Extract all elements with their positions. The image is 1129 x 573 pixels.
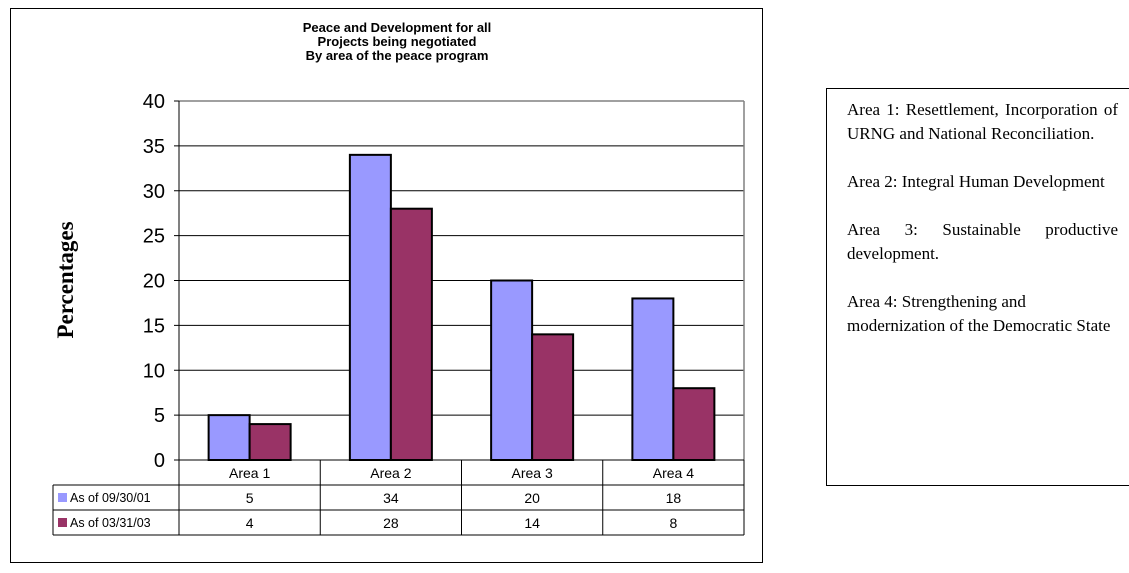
data-label-series1-area-2: 34: [383, 490, 399, 506]
y-tick-label-25: 25: [143, 226, 165, 248]
chart-title-line-3: By area of the peace program: [306, 48, 489, 63]
y-tick-label-0: 0: [154, 450, 165, 472]
data-label-series2-area-1: 4: [246, 515, 254, 531]
x-tick-label-area-4: Area 4: [653, 465, 694, 481]
data-label-series1-area-4: 18: [666, 490, 682, 506]
note-area-1: Area 1: Resettlement, Incorporation of U…: [847, 100, 1118, 143]
note-area-3: Area 3: Sustainable productive developme…: [847, 220, 1118, 263]
y-tick-label-20: 20: [143, 271, 165, 293]
note-area-4: Area 4: Strengthening and modernization …: [847, 292, 1111, 335]
bar-series1-area-1: [207, 414, 251, 461]
bar-series2-area-1: [248, 423, 292, 462]
y-tick-label-30: 30: [143, 181, 165, 203]
y-tick-label-35: 35: [143, 136, 165, 158]
chart-title-line-1: Peace and Development for all: [303, 20, 492, 35]
data-label-series2-area-4: 8: [669, 515, 677, 531]
x-tick-label-area-2: Area 2: [370, 465, 411, 481]
data-label-series1-area-3: 20: [524, 490, 540, 506]
bar-series1-area-4: [631, 297, 675, 462]
legend-swatch-series2: [58, 518, 67, 527]
data-label-series2-area-2: 28: [383, 515, 399, 531]
chart-title-line-2: Projects being negotiated: [318, 34, 477, 49]
legend-label-series2: As of 03/31/03: [70, 516, 151, 530]
note-area-2: Area 2: Integral Human Development: [847, 172, 1105, 191]
data-label-series1-area-1: 5: [246, 490, 254, 506]
bar-series1-area-3: [490, 279, 534, 461]
bar-series2-area-2: [389, 207, 433, 461]
bar-series2-area-3: [531, 333, 575, 462]
y-tick-label-5: 5: [154, 405, 165, 427]
chart-frame: Peace and Development for all Projects be…: [10, 8, 763, 563]
y-tick-label-10: 10: [143, 360, 165, 382]
legend-label-series1: As of 09/30/01: [70, 491, 151, 505]
data-label-series2-area-3: 14: [524, 515, 540, 531]
y-tick-label-15: 15: [143, 315, 165, 337]
x-tick-label-area-3: Area 3: [512, 465, 553, 481]
area-notes-box: Area 1: Resettlement, Incorporation of U…: [826, 88, 1129, 486]
bar-series1-area-2: [348, 153, 392, 461]
y-tick-label-40: 40: [143, 91, 165, 113]
bar-series2-area-4: [672, 387, 716, 462]
legend-swatch-series1: [58, 493, 67, 502]
y-axis-label: Percentages: [53, 221, 78, 338]
x-tick-label-area-1: Area 1: [229, 465, 270, 481]
